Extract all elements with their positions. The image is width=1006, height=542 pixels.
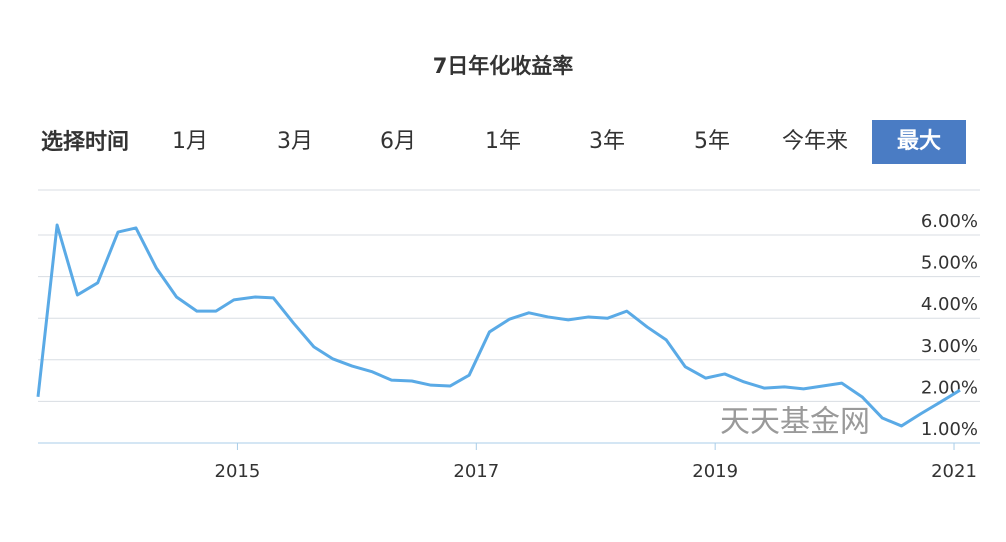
y-tick-label: 6.00% — [921, 211, 978, 232]
data-line — [36, 223, 961, 428]
time-option[interactable]: 3月 — [277, 129, 313, 154]
y-tick-label: 2.00% — [921, 377, 978, 398]
active-option-bg[interactable] — [872, 120, 966, 164]
x-tick-label: 2021 — [931, 461, 977, 482]
x-tick-label: 2015 — [215, 461, 261, 482]
time-option[interactable]: 1年 — [485, 129, 521, 154]
time-option[interactable]: 最大 — [897, 129, 941, 154]
controls-label: 选择时间 — [41, 129, 129, 155]
time-option[interactable]: 3年 — [589, 129, 625, 154]
time-option[interactable]: 5年 — [694, 129, 730, 154]
time-option[interactable]: 今年来 — [782, 129, 848, 154]
y-tick-label: 3.00% — [921, 336, 978, 357]
x-tick-label: 2017 — [453, 461, 499, 482]
time-option[interactable]: 6月 — [380, 129, 416, 154]
y-tick-label: 1.00% — [921, 419, 978, 440]
x-tick-label: 2019 — [692, 461, 738, 482]
y-tick-label: 4.00% — [921, 294, 978, 315]
watermark: 天天基金网 — [720, 405, 870, 440]
time-option[interactable]: 1月 — [172, 129, 208, 154]
chart-title: 7日年化收益率 — [433, 54, 574, 78]
y-tick-label: 5.00% — [921, 253, 978, 274]
